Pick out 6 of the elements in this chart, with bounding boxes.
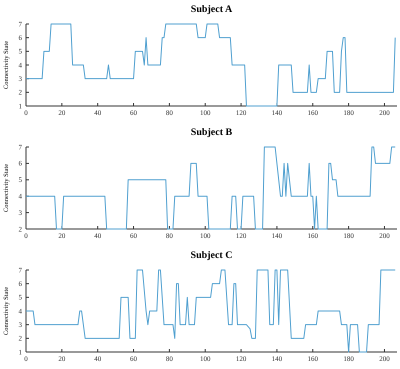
line-series xyxy=(26,270,396,352)
chart-title: Subject B xyxy=(190,127,233,138)
line-series xyxy=(26,24,396,106)
chart-title: Subject C xyxy=(190,250,232,261)
line-series xyxy=(26,146,396,230)
chart-title: Subject A xyxy=(190,4,233,15)
